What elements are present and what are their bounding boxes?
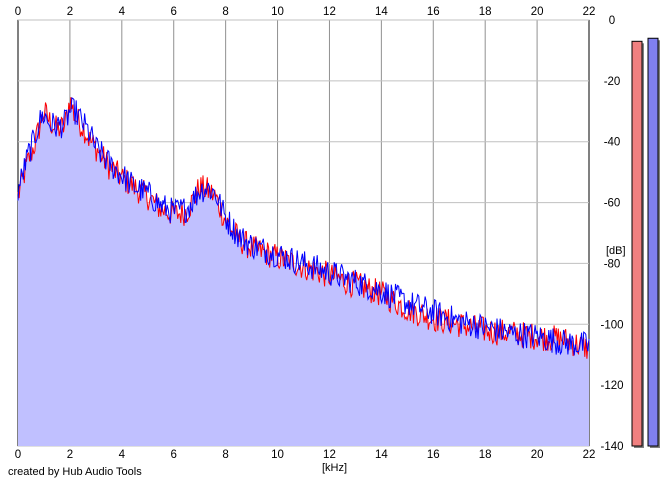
x-tick-label-top: 16 [427, 6, 440, 18]
level-meter-1 [631, 40, 643, 447]
x-tick-label-bottom: 10 [271, 449, 284, 461]
x-axis-unit: [kHz] [322, 462, 347, 474]
x-tick-label-bottom: 2 [67, 449, 73, 461]
x-tick-label-top: 18 [479, 6, 492, 18]
y-axis-unit: [dB] [606, 245, 626, 257]
x-tick-label-top: 22 [583, 6, 596, 18]
y-tick-label: -60 [604, 198, 621, 210]
x-tick-label-bottom: 12 [323, 449, 336, 461]
x-tick-label-bottom: 20 [531, 449, 544, 461]
x-tick-label-top: 2 [67, 6, 73, 18]
series-1-fill [18, 97, 589, 447]
credit-text: created by Hub Audio Tools [8, 466, 142, 478]
x-tick-label-bottom: 16 [427, 449, 440, 461]
y-tick-label: -140 [600, 441, 623, 453]
y-tick-label: -100 [600, 319, 623, 331]
x-tick-label-bottom: 18 [479, 449, 492, 461]
spectrum-lines [17, 97, 590, 359]
x-tick-label-top: 12 [323, 6, 336, 18]
x-tick-label-bottom: 8 [222, 449, 228, 461]
y-tick-label: -40 [604, 137, 621, 149]
y-tick-label: -120 [600, 380, 623, 392]
y-tick-label: 0 [609, 15, 615, 27]
x-tick-label-bottom: 0 [15, 449, 21, 461]
x-tick-label-top: 10 [271, 6, 284, 18]
x-tick-label-bottom: 6 [171, 449, 177, 461]
x-tick-label-top: 4 [119, 6, 126, 18]
y-axis-ticks: 0 -20 -40 -60 -80 -100 -120 -140 [600, 15, 623, 453]
spectrum-fill [18, 97, 589, 447]
x-tick-label-top: 8 [222, 6, 228, 18]
level-meter-2 [647, 37, 659, 447]
x-tick-label-bottom: 14 [375, 449, 388, 461]
y-tick-label: -20 [604, 76, 621, 88]
x-tick-label-bottom: 4 [119, 449, 126, 461]
x-tick-label-bottom: 22 [583, 449, 596, 461]
x-tick-label-top: 0 [15, 6, 21, 18]
y-tick-label: -80 [604, 258, 621, 270]
series-2-line [17, 97, 590, 356]
x-tick-label-top: 14 [375, 6, 388, 18]
x-tick-label-top: 6 [171, 6, 177, 18]
level-meters [631, 37, 660, 449]
x-tick-label-top: 20 [531, 6, 544, 18]
